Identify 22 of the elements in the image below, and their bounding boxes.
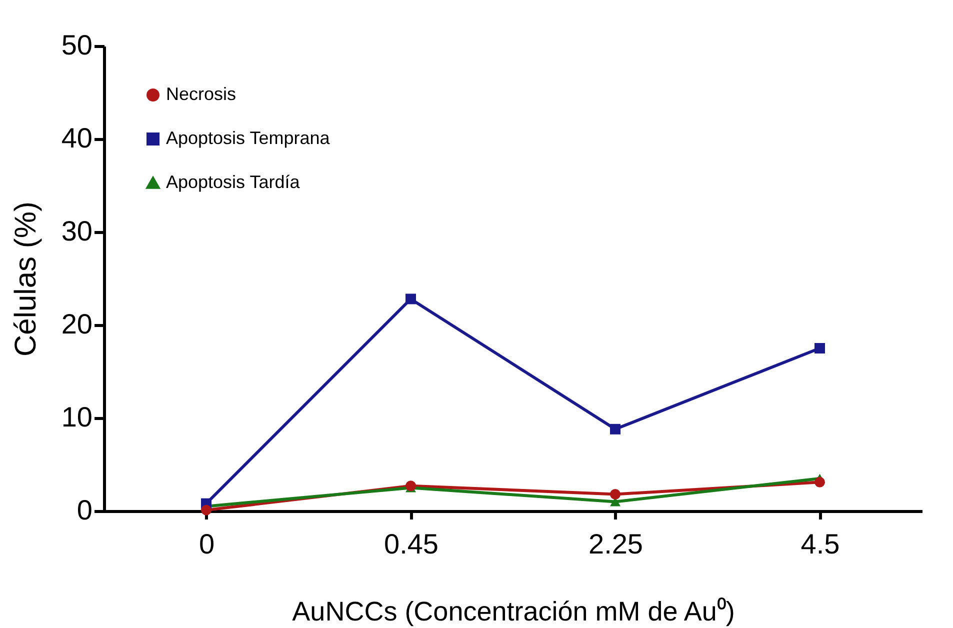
point: [406, 294, 416, 304]
point: [201, 504, 212, 516]
y-tick-label: 20: [61, 308, 92, 340]
point: [406, 480, 416, 492]
legend-label: Necrosis: [166, 84, 236, 104]
y-tick-label: 0: [76, 494, 92, 526]
x-tick-label: 0.45: [384, 528, 438, 560]
y-tick-label: 30: [61, 216, 92, 246]
point: [610, 424, 620, 434]
y-tick-label: 50: [61, 30, 92, 60]
x-tick-label: 4.5: [800, 528, 840, 560]
y-tick-label: 40: [61, 122, 92, 154]
y-axis-title: Células (%): [9, 201, 42, 357]
legend-label: Apoptosis Tardía: [166, 172, 301, 192]
y-tick-label: 10: [61, 402, 92, 432]
legend-label: Apoptosis Temprana: [166, 128, 331, 148]
x-tick-label: 2.25: [588, 528, 643, 560]
x-tick-label: 0: [198, 528, 215, 560]
point: [814, 343, 825, 354]
point: [610, 489, 620, 500]
point: [814, 476, 825, 488]
x-axis-title: AuNCCs (Concentración mM de Au⁰): [292, 596, 735, 626]
